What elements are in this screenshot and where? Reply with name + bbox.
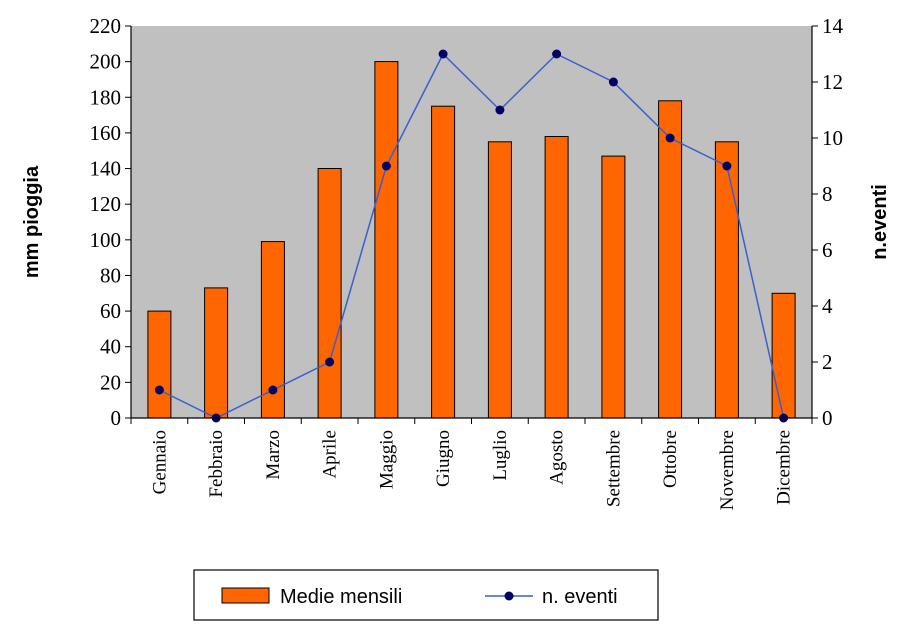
y-left-tick-label: 80 — [100, 263, 121, 287]
y-right-tick-label: 2 — [822, 350, 833, 374]
point-maggio — [381, 161, 391, 171]
x-tick-label-dicembre: Dicembre — [774, 430, 795, 505]
x-tick-label-febbraio: Febbraio — [206, 430, 227, 498]
bar-maggio — [374, 61, 399, 419]
bar-ottobre — [658, 100, 683, 419]
y-left-tick-label: 160 — [90, 121, 122, 145]
y-left-tick-label: 200 — [90, 50, 122, 74]
y-left-tick-label: 20 — [100, 370, 121, 394]
x-tick-label-maggio: Maggio — [376, 430, 397, 489]
y-left-tick-label: 120 — [90, 192, 122, 216]
y-left-tick-label: 140 — [90, 157, 122, 181]
bar-gennaio — [147, 310, 172, 419]
y-right-tick-label: 4 — [822, 294, 833, 318]
x-tick-label-marzo: Marzo — [263, 430, 284, 480]
x-tick-label-agosto: Agosto — [547, 430, 568, 485]
y-right-tick-label: 6 — [822, 238, 833, 262]
y-axis-right-title: n.eventi — [869, 184, 891, 260]
legend-bar-label: Medie mensili — [280, 586, 402, 608]
y-right-tick-label: 8 — [822, 182, 833, 206]
legend-bar-swatch — [221, 587, 270, 604]
point-gennaio — [154, 385, 164, 395]
y-right-tick-label: 14 — [822, 14, 844, 38]
x-tick-label-luglio: Luglio — [490, 430, 511, 481]
y-left-tick-label: 220 — [90, 14, 122, 38]
plot-area — [131, 26, 812, 418]
y-left-tick-label: 40 — [100, 335, 121, 359]
bar-agosto — [544, 136, 569, 419]
legend-line-marker — [504, 591, 514, 601]
y-right-tick-label: 0 — [822, 406, 833, 430]
y-left-tick-label: 100 — [90, 228, 122, 252]
y-right-tick-label: 10 — [822, 126, 843, 150]
x-tick-label-novembre: Novembre — [717, 430, 738, 510]
bar-giugno — [431, 105, 456, 419]
legend: Medie mensili n. eventi — [193, 569, 659, 621]
legend-frame — [193, 569, 659, 621]
point-marzo — [268, 385, 278, 395]
y-left-tick-label: 180 — [90, 85, 122, 109]
point-ottobre — [665, 133, 675, 143]
series-line-n-eventi — [159, 52, 785, 419]
y-left-tick-label: 0 — [111, 406, 122, 430]
y-left-tick-label: 60 — [100, 299, 121, 323]
y-axis-left-ticks: 0 20 40 60 80 100 120 140 160 180 200 220 — [90, 14, 131, 430]
point-agosto — [552, 49, 562, 59]
x-tick-label-aprile: Aprile — [320, 430, 341, 479]
bar-febbraio — [204, 287, 229, 419]
bars-layer — [147, 61, 796, 419]
bar-luglio — [487, 141, 512, 419]
x-tick-label-gennaio: Gennaio — [149, 430, 170, 494]
point-luglio — [495, 105, 505, 115]
point-aprile — [325, 357, 335, 367]
bar-settembre — [601, 155, 626, 419]
point-settembre — [608, 77, 618, 87]
point-novembre — [722, 161, 732, 171]
y-right-tick-label: 12 — [822, 70, 843, 94]
bar-aprile — [317, 168, 342, 419]
x-axis-ticks: Gennaio Febbraio Marzo Aprile Maggio Giugno Lu… — [130, 418, 813, 510]
x-tick-label-settembre: Settembre — [603, 430, 624, 507]
point-giugno — [438, 49, 448, 59]
legend-line-label: n. eventi — [542, 586, 618, 608]
x-tick-label-giugno: Giugno — [433, 430, 454, 487]
x-tick-label-ottobre: Ottobre — [660, 430, 681, 488]
bar-novembre — [714, 141, 739, 419]
bar-dicembre — [771, 292, 796, 419]
y-axis-left-title: mm pioggia — [21, 165, 43, 278]
y-axis-right-ticks: 0 2 4 6 8 10 12 14 — [812, 14, 844, 430]
